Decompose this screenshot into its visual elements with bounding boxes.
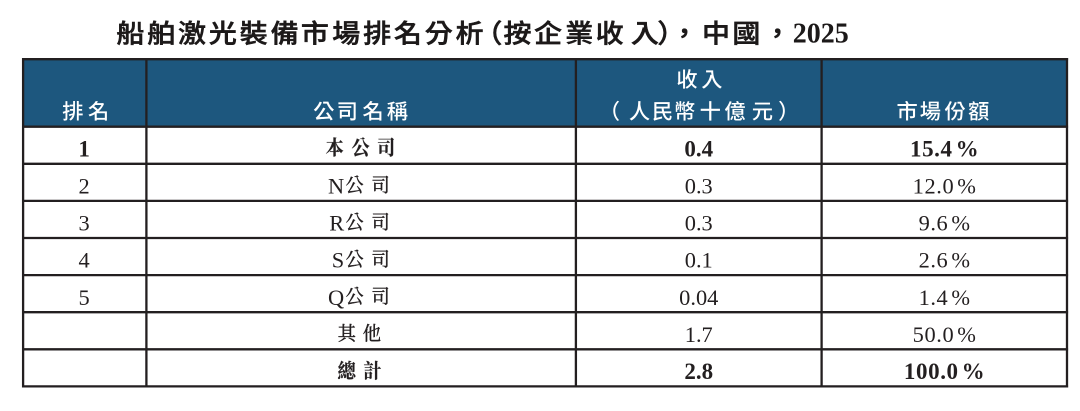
- svg-text:15.4%: 15.4%: [910, 136, 979, 161]
- svg-text:50.0%: 50.0%: [913, 322, 977, 347]
- svg-text:0.1: 0.1: [685, 248, 713, 273]
- svg-text:2.8: 2.8: [684, 359, 713, 384]
- svg-text:2025: 2025: [793, 19, 849, 50]
- svg-text:12.0%: 12.0%: [913, 174, 977, 199]
- svg-text:0.4: 0.4: [684, 136, 713, 161]
- svg-text:0.3: 0.3: [685, 174, 713, 199]
- svg-text:3: 3: [78, 211, 89, 236]
- svg-text:2.6%: 2.6%: [919, 248, 971, 273]
- svg-text:Q: Q: [328, 285, 344, 310]
- svg-text:100.0%: 100.0%: [904, 359, 985, 384]
- svg-text:2: 2: [78, 174, 89, 199]
- svg-text:N: N: [328, 174, 344, 199]
- svg-text:1.4%: 1.4%: [919, 285, 971, 310]
- svg-text:5: 5: [78, 285, 89, 310]
- svg-text:0.04: 0.04: [679, 285, 718, 310]
- svg-text:S: S: [332, 248, 344, 273]
- svg-text:4: 4: [78, 248, 89, 273]
- svg-text:R: R: [329, 211, 344, 236]
- svg-text:0.3: 0.3: [685, 211, 713, 236]
- svg-text:1: 1: [78, 136, 90, 161]
- svg-text:1.7: 1.7: [685, 322, 713, 347]
- svg-text:9.6%: 9.6%: [919, 211, 971, 236]
